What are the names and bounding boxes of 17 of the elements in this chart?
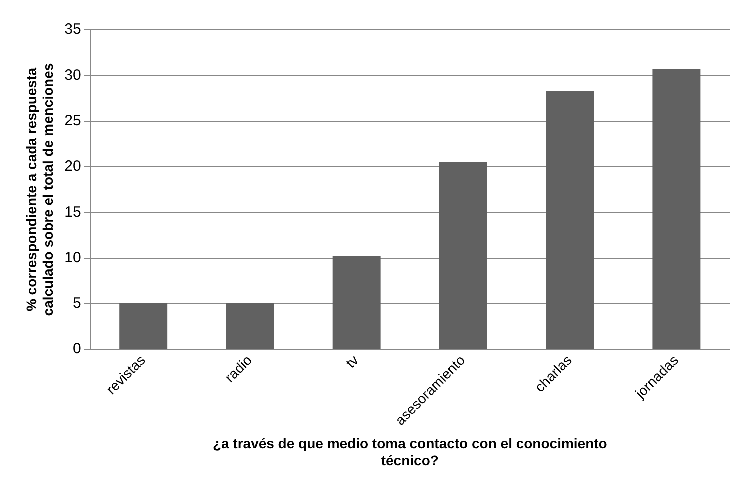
bar xyxy=(546,91,594,350)
x-axis-title: ¿a través de que medio toma contacto con el conocimiento técnico? xyxy=(212,436,608,468)
bar xyxy=(226,303,274,350)
bar xyxy=(439,162,488,350)
y-axis-title: % correspondiente a cada respuesta calculado sobre el total de menciones xyxy=(23,63,56,316)
bar xyxy=(652,69,701,350)
y-tick-label: 20 xyxy=(64,158,82,176)
x-tick-label: tv xyxy=(342,352,362,372)
bar xyxy=(120,303,168,350)
y-tick-label: 15 xyxy=(64,204,82,221)
y-tick-label: 30 xyxy=(64,66,82,84)
bar xyxy=(332,256,381,350)
y-tick-label: 25 xyxy=(64,112,82,130)
y-tick-label: 5 xyxy=(72,295,82,312)
y-tick-label: 35 xyxy=(64,21,82,38)
y-tick-label: 10 xyxy=(64,249,82,266)
y-tick-label: 0 xyxy=(72,340,82,358)
